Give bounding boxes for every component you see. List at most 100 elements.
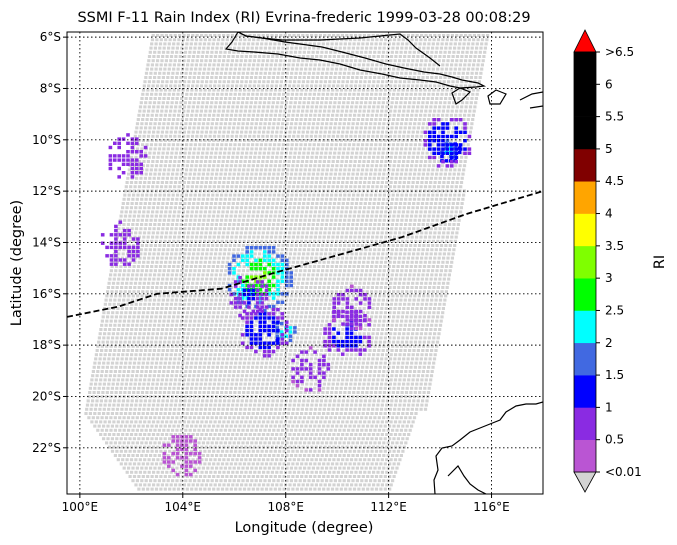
swath-pixel xyxy=(441,260,445,264)
swath-pixel xyxy=(404,46,408,50)
swath-pixel xyxy=(408,122,412,126)
swath-pixel xyxy=(276,248,280,252)
swath-pixel xyxy=(350,252,354,256)
swath-pixel xyxy=(434,50,438,54)
swath-pixel xyxy=(278,88,282,92)
swath-pixel xyxy=(472,34,476,37)
swath-pixel xyxy=(249,80,253,84)
swath-pixel xyxy=(264,42,268,46)
swath-pixel xyxy=(393,34,397,37)
swath-pixel xyxy=(139,227,143,231)
swath-pixel xyxy=(162,193,166,197)
swath-pixel xyxy=(358,160,362,163)
swath-pixel xyxy=(208,109,212,113)
swath-pixel xyxy=(409,244,413,247)
swath-pixel xyxy=(334,244,338,247)
swath-pixel xyxy=(202,92,206,96)
swath-pixel xyxy=(388,189,392,193)
swath-pixel xyxy=(258,151,262,155)
swath-pixel xyxy=(331,84,336,88)
swath-pixel xyxy=(418,143,422,147)
swath-pixel xyxy=(253,55,257,58)
swath-pixel xyxy=(179,273,183,277)
swath-pixel xyxy=(354,105,358,109)
swath-pixel xyxy=(351,294,355,298)
swath-pixel xyxy=(183,227,187,231)
swath-pixel xyxy=(344,286,348,289)
swath-pixel xyxy=(285,71,289,75)
swath-pixel xyxy=(152,130,156,134)
swath-pixel xyxy=(291,286,295,289)
swath-pixel xyxy=(431,42,435,46)
swath-pixel xyxy=(473,80,477,84)
swath-pixel xyxy=(201,223,205,226)
swath-pixel xyxy=(286,193,290,197)
swath-pixel xyxy=(134,181,138,184)
swath-pixel xyxy=(301,34,305,37)
swath-pixel xyxy=(331,134,335,138)
swath-pixel xyxy=(307,172,311,176)
swath-pixel xyxy=(235,105,239,109)
swath-pixel xyxy=(430,273,434,277)
swath-pixel xyxy=(301,206,305,210)
swath-pixel xyxy=(335,210,339,214)
swath-pixel xyxy=(144,71,149,75)
swath-pixel xyxy=(195,235,199,239)
swath-pixel xyxy=(261,181,266,184)
swath-pixel xyxy=(230,109,234,113)
swath-pixel xyxy=(367,59,371,63)
swath-pixel xyxy=(339,164,343,168)
swath-pixel xyxy=(372,126,376,130)
swath-pixel xyxy=(324,126,328,130)
swath-pixel xyxy=(436,38,441,42)
swath-pixel xyxy=(314,231,318,235)
swath-pixel xyxy=(223,147,228,151)
swath-pixel xyxy=(314,256,318,260)
swath-pixel xyxy=(275,302,279,306)
swath-pixel xyxy=(240,151,244,155)
swath-pixel xyxy=(369,244,373,247)
swath-pixel xyxy=(400,42,405,46)
swath-pixel xyxy=(242,168,246,172)
swath-pixel xyxy=(188,97,192,100)
swath-pixel xyxy=(203,38,207,42)
swath-pixel xyxy=(227,298,231,302)
swath-pixel xyxy=(162,218,166,222)
swath-pixel xyxy=(270,281,274,285)
swath-pixel xyxy=(136,218,140,222)
swath-pixel xyxy=(191,34,195,37)
swath-pixel xyxy=(371,206,375,210)
swath-pixel xyxy=(390,223,394,226)
swath-pixel xyxy=(417,46,421,50)
swath-pixel xyxy=(181,260,185,264)
swath-pixel xyxy=(305,235,309,239)
swath-pixel xyxy=(182,206,186,210)
swath-pixel xyxy=(312,244,316,247)
swath-pixel xyxy=(391,269,395,273)
swath-pixel xyxy=(181,185,186,189)
swath-pixel xyxy=(181,210,185,214)
swath-pixel xyxy=(170,50,174,54)
swath-pixel xyxy=(173,59,177,63)
swath-pixel xyxy=(180,168,184,172)
swath-pixel xyxy=(126,227,130,231)
swath-pixel xyxy=(440,239,444,243)
swath-pixel xyxy=(388,235,392,239)
swath-pixel xyxy=(147,84,151,88)
swath-pixel xyxy=(375,139,379,142)
swath-pixel xyxy=(415,185,419,189)
swath-pixel xyxy=(212,164,216,168)
swath-pixel xyxy=(419,134,423,138)
swath-pixel xyxy=(437,109,441,113)
swath-pixel xyxy=(288,80,292,84)
swath-pixel xyxy=(300,134,305,138)
swath-pixel xyxy=(374,118,378,121)
swath-pixel xyxy=(211,67,215,71)
swath-pixel xyxy=(186,185,190,189)
swath-pixel xyxy=(213,84,217,88)
swath-pixel xyxy=(176,290,180,294)
swath-pixel xyxy=(456,176,460,180)
swath-pixel xyxy=(354,155,358,159)
swath-pixel xyxy=(274,109,278,113)
swath-pixel xyxy=(202,269,206,273)
